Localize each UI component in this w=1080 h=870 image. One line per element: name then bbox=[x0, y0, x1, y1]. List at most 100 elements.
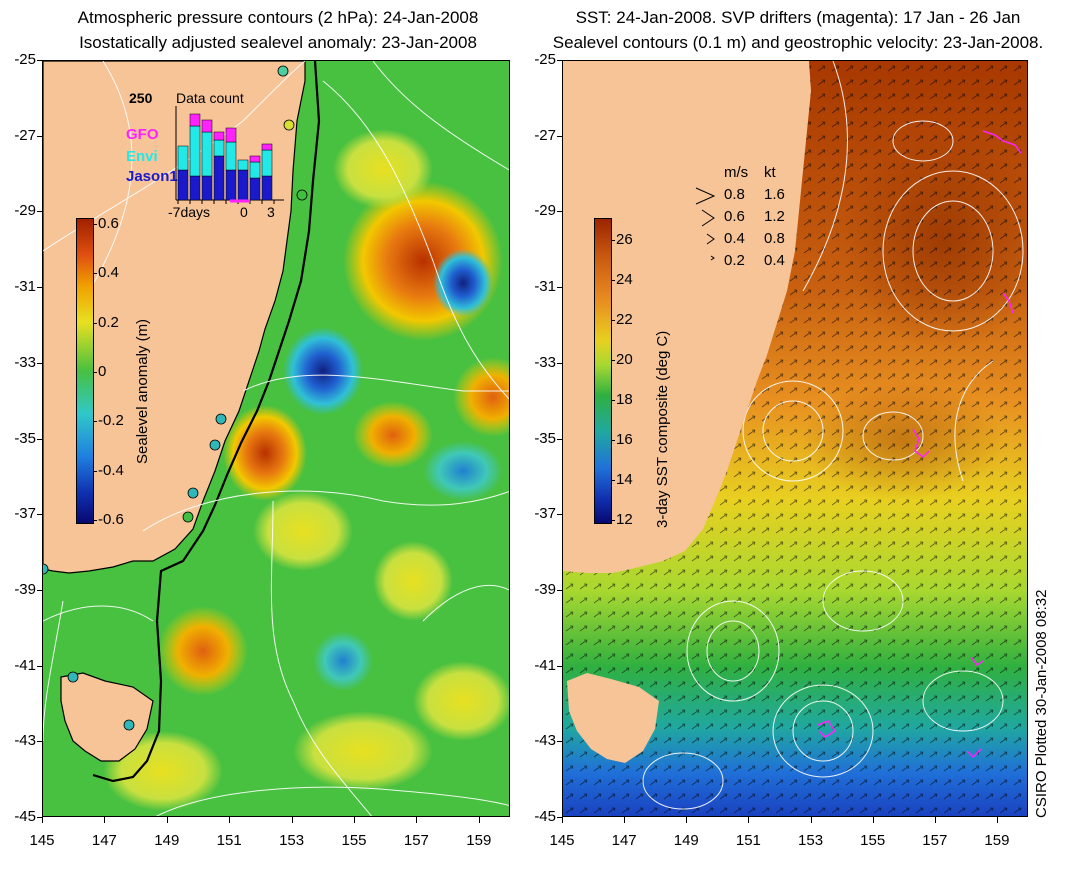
sealevel-colorbar-tick-label: 0 bbox=[98, 363, 107, 380]
sst-colorbar-tick bbox=[611, 360, 615, 361]
inset-ymax-label: 250 bbox=[129, 90, 153, 106]
left-lat-label: -41 bbox=[14, 656, 36, 674]
right-title-line1: SST: 24-Jan-2008. SVP drifters (magenta)… bbox=[575, 8, 1021, 27]
right-lon-tick bbox=[934, 817, 936, 823]
right-lon-tick bbox=[562, 817, 563, 823]
right-lat-tick bbox=[557, 135, 562, 137]
right-lon-label: 147 bbox=[611, 832, 637, 849]
plot-credit: CSIRO Plotted 30-Jan-2008 08:32 bbox=[1033, 589, 1050, 818]
sst-colorbar-tick bbox=[611, 520, 615, 521]
velocity-row-kt-1: 1.6 bbox=[764, 186, 785, 203]
anomaly-low-blob bbox=[313, 631, 373, 691]
right-lat-tick bbox=[557, 287, 562, 289]
right-lat-tick bbox=[557, 60, 562, 61]
right-lat-tick bbox=[557, 362, 562, 364]
right-lat-label: -43 bbox=[534, 732, 556, 750]
pressure-contours bbox=[43, 61, 509, 816]
right-lon-label: 159 bbox=[984, 832, 1010, 849]
sst-colorbar-tick bbox=[611, 440, 615, 441]
velocity-legend-arrows bbox=[695, 187, 716, 261]
sealevel-colorbar-tick bbox=[93, 470, 97, 472]
sealevel-colorbar-tick bbox=[93, 421, 97, 423]
right-lat-label: -39 bbox=[534, 580, 556, 598]
left-title-line1: Atmospheric pressure contours (2 hPa): 2… bbox=[77, 8, 479, 27]
legend-gfo: GFO bbox=[126, 126, 159, 143]
shelf-break-contour bbox=[92, 61, 321, 783]
right-lon-label: 157 bbox=[922, 832, 948, 849]
right-title-line2: Sealevel contours (0.1 m) and geostrophi… bbox=[552, 33, 1044, 52]
sst-colorbar-tick-label: 12 bbox=[616, 511, 633, 528]
sealevel-colorbar bbox=[76, 218, 94, 524]
left-lat-label: -25 bbox=[14, 51, 36, 68]
right-lat-tick bbox=[557, 514, 562, 516]
sealevel-colorbar-tick-label: -0.4 bbox=[98, 461, 124, 479]
left-lon-label: 159 bbox=[466, 832, 492, 849]
velocity-legend: m/s kt 0.8 1.6 0.6 1.2 0.4 0.8 0.2 0.4 bbox=[694, 164, 804, 274]
left-lon-tick bbox=[478, 817, 480, 823]
velocity-row-kt-3: 0.8 bbox=[764, 230, 785, 247]
left-lat-tick bbox=[37, 211, 42, 213]
tide-gauge-stations bbox=[43, 65, 308, 731]
inset-xlabel-end: 3 bbox=[267, 204, 275, 220]
velocity-row-kt-4: 0.4 bbox=[764, 252, 785, 269]
left-lat-label: -45 bbox=[14, 808, 36, 825]
data-count-inset: 250 Data count GFO Envi Jason1 -7days 0 … bbox=[124, 88, 284, 220]
sealevel-colorbar-tick-label: -0.2 bbox=[98, 412, 124, 430]
sealevel-colorbar-tick bbox=[93, 273, 97, 275]
left-lat-tick bbox=[37, 665, 42, 667]
inset-xlabel-start: -7days bbox=[168, 204, 211, 220]
left-lat-tick bbox=[37, 287, 42, 289]
right-lat-label: -31 bbox=[534, 278, 556, 296]
anomaly-high-blob bbox=[353, 401, 433, 469]
anomaly-high-blob bbox=[223, 405, 307, 501]
sealevel-colorbar-tick-label: 0.4 bbox=[98, 264, 119, 282]
sst-colorbar-label: 3-day SST composite (deg C) bbox=[654, 330, 671, 528]
left-lat-tick bbox=[37, 817, 42, 818]
sealevel-colorbar-tick bbox=[93, 322, 97, 324]
left-lat-label: -37 bbox=[14, 505, 36, 523]
sealevel-colorbar-tick bbox=[93, 520, 97, 521]
left-lat-label: -33 bbox=[14, 353, 36, 371]
left-lon-tick bbox=[104, 817, 106, 823]
velocity-row-ms-4: 0.2 bbox=[724, 252, 745, 269]
left-lon-tick bbox=[416, 817, 418, 823]
sealevel-contours bbox=[642, 61, 1024, 810]
left-lon-label: 145 bbox=[29, 832, 55, 849]
sst-colorbar-tick-label: 20 bbox=[616, 351, 633, 368]
sst-colorbar-tick-label: 22 bbox=[616, 311, 633, 328]
right-lat-label: -33 bbox=[534, 353, 556, 371]
velocity-row-kt-2: 1.2 bbox=[764, 208, 785, 225]
left-lat-tick bbox=[37, 135, 42, 137]
right-lat-tick bbox=[557, 438, 562, 440]
anomaly-neutral-blob bbox=[413, 661, 509, 741]
right-lat-tick bbox=[557, 665, 562, 667]
sst-colorbar-tick-label: 18 bbox=[616, 391, 633, 408]
tasmania-landmass bbox=[60, 672, 154, 762]
sealevel-colorbar-tick bbox=[93, 372, 97, 373]
legend-jason1: Jason1 bbox=[126, 168, 178, 185]
sealevel-colorbar-label: Sealevel anomaly (m) bbox=[134, 318, 151, 464]
velocity-legend-header-ms: m/s bbox=[724, 164, 749, 181]
sst-colorbar-tick-label: 24 bbox=[616, 271, 633, 288]
left-lon-label: 157 bbox=[403, 832, 429, 849]
data-count-bars bbox=[175, 106, 284, 204]
velocity-row-ms-3: 0.4 bbox=[724, 230, 745, 247]
right-lon-label: 155 bbox=[860, 832, 886, 849]
sst-colorbar-tick bbox=[611, 480, 615, 481]
left-lon-label: 155 bbox=[341, 832, 367, 849]
left-lat-label: -27 bbox=[14, 126, 36, 144]
left-lon-label: 149 bbox=[154, 832, 180, 849]
inset-xlabel-zero: 0 bbox=[240, 204, 248, 220]
right-lon-label: 145 bbox=[549, 832, 575, 849]
sst-map bbox=[562, 60, 1028, 817]
sealevel-colorbar-tick-label: -0.6 bbox=[98, 511, 124, 528]
right-lon-label: 151 bbox=[735, 832, 761, 849]
right-lat-label: -37 bbox=[534, 505, 556, 523]
left-lat-tick bbox=[37, 741, 42, 743]
bars bbox=[177, 113, 273, 201]
svp-drifter-tracks bbox=[817, 130, 1022, 759]
velocity-legend-header-kt: kt bbox=[764, 164, 776, 181]
anomaly-neutral-blob bbox=[333, 129, 433, 209]
left-lat-tick bbox=[37, 438, 42, 440]
right-lat-label: -27 bbox=[534, 126, 556, 144]
